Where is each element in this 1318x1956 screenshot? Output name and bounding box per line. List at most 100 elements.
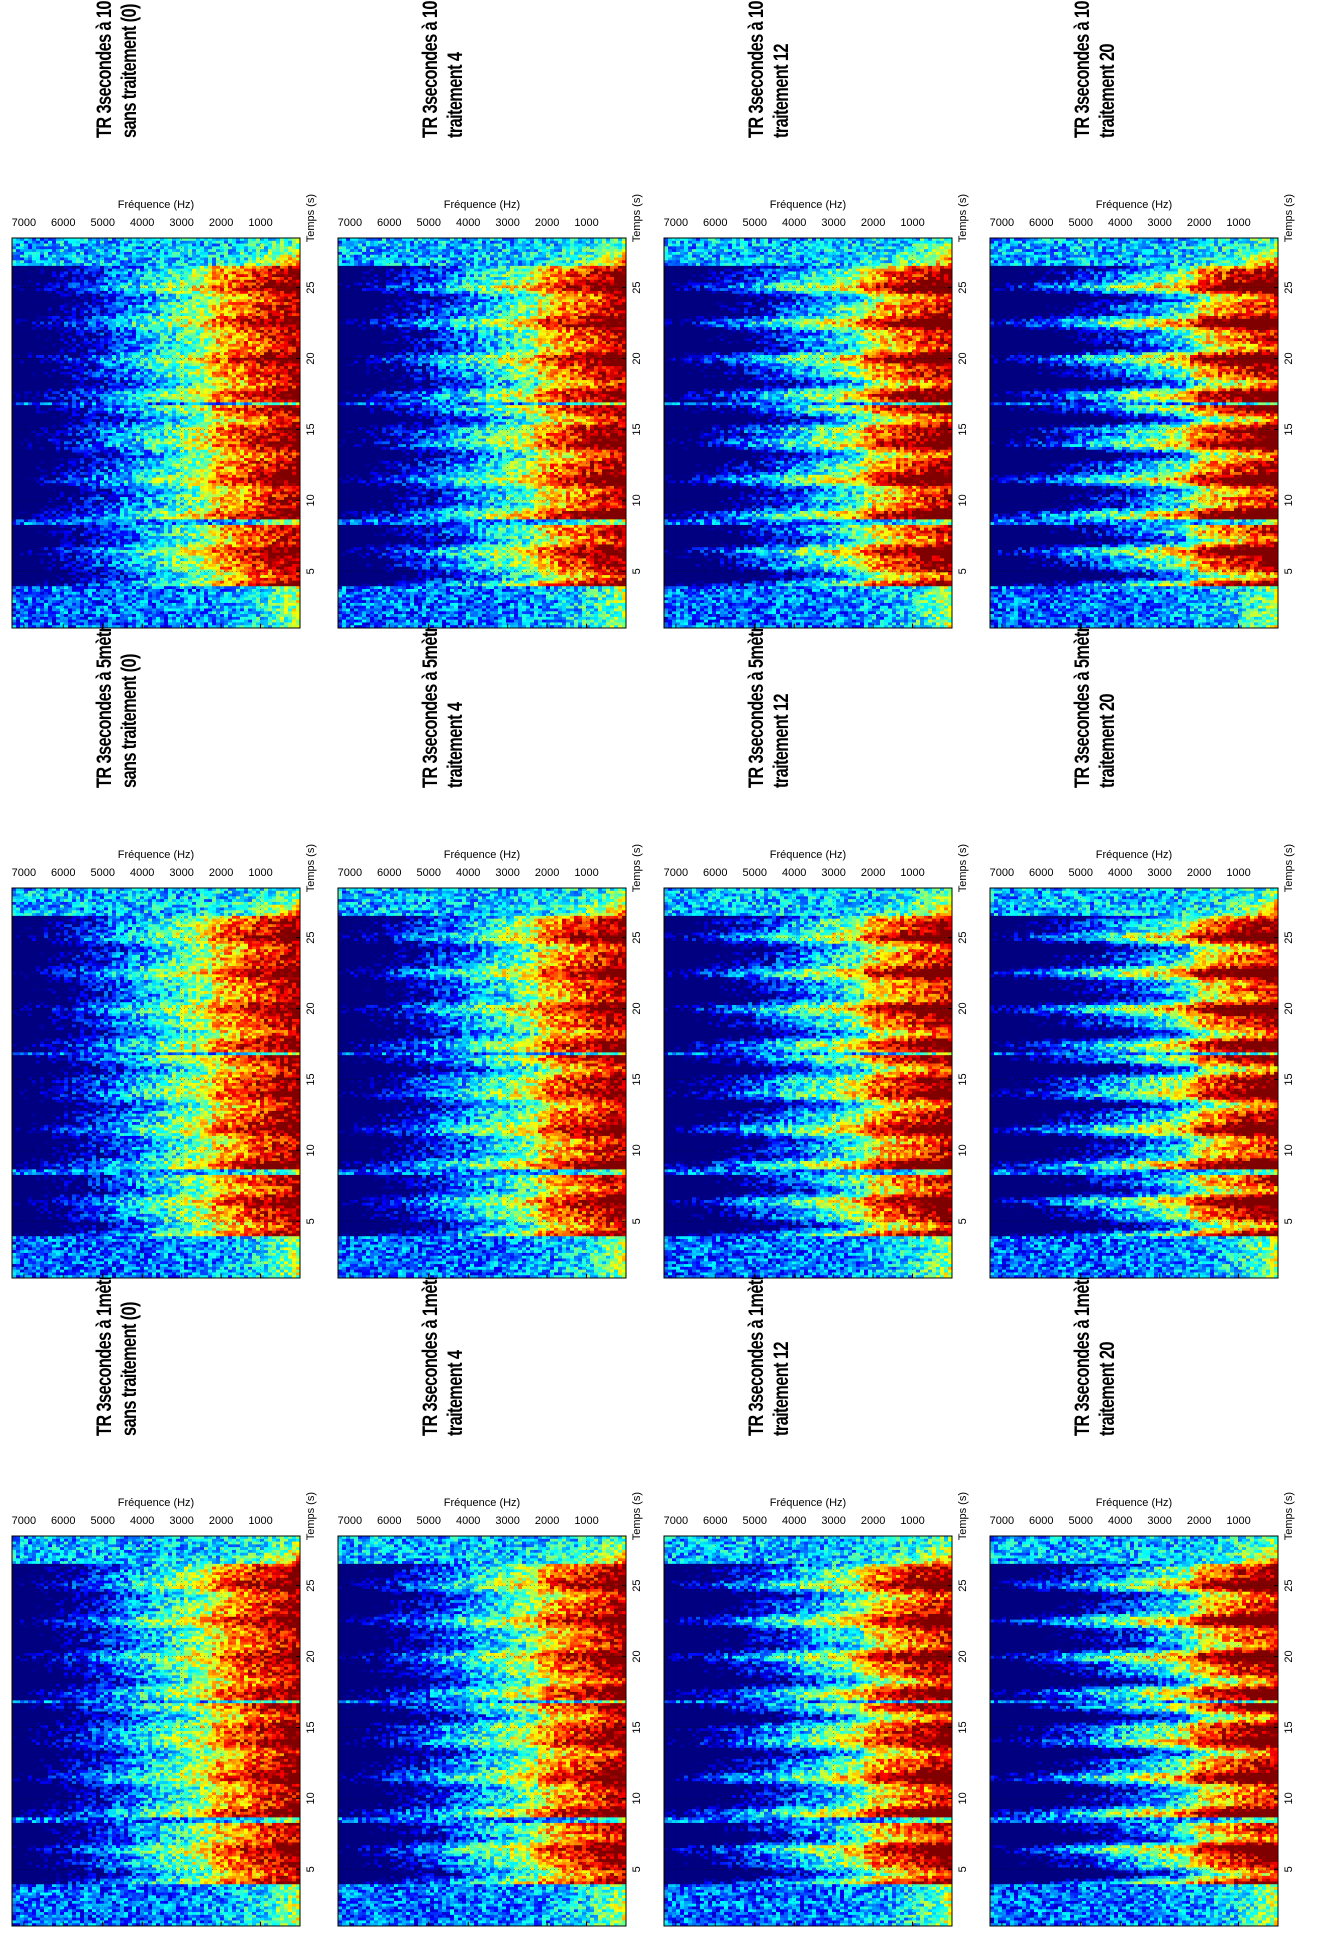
spectrogram-cells bbox=[12, 238, 300, 628]
x-tick-label: 20 bbox=[957, 1650, 969, 1662]
y-tick-label: 7000 bbox=[990, 867, 1014, 879]
x-tick-label: 15 bbox=[631, 1073, 643, 1085]
x-axis-label: Temps (s) bbox=[1283, 194, 1295, 242]
y-tick-label: 1000 bbox=[574, 1515, 598, 1527]
y-axis-label: Fréquence (Hz) bbox=[118, 849, 194, 861]
y-tick-label: 2000 bbox=[209, 867, 233, 879]
spectrogram-cells bbox=[664, 238, 952, 628]
spectrogram-cells bbox=[990, 888, 1278, 1278]
x-tick-label: 25 bbox=[957, 1580, 969, 1592]
y-tick-label: 2000 bbox=[861, 1515, 885, 1527]
x-tick-label: 10 bbox=[305, 1792, 317, 1804]
x-tick-label: 25 bbox=[305, 1580, 317, 1592]
y-tick-label: 7000 bbox=[12, 1515, 36, 1527]
spectrogram-cells bbox=[664, 1536, 952, 1926]
caption-line: traitement 20 bbox=[1095, 0, 1120, 138]
x-axis-label: Temps (s) bbox=[631, 194, 643, 242]
y-tick-label: 6000 bbox=[51, 1515, 75, 1527]
y-tick-label: 6000 bbox=[1029, 867, 1053, 879]
x-tick-label: 5 bbox=[1283, 568, 1295, 574]
y-tick-label: 5000 bbox=[742, 217, 766, 229]
y-tick-label: 4000 bbox=[1108, 217, 1132, 229]
y-tick-label: 4000 bbox=[130, 217, 154, 229]
y-tick-label: 7000 bbox=[664, 1515, 688, 1527]
x-tick-label: 5 bbox=[305, 568, 317, 574]
y-tick-label: 7000 bbox=[338, 1515, 362, 1527]
y-tick-label: 3000 bbox=[495, 1515, 519, 1527]
x-tick-label: 10 bbox=[957, 1144, 969, 1156]
x-tick-label: 10 bbox=[957, 1792, 969, 1804]
y-tick-label: 1000 bbox=[1226, 1515, 1250, 1527]
x-tick-label: 25 bbox=[305, 282, 317, 294]
y-tick-label: 2000 bbox=[535, 867, 559, 879]
x-tick-label: 25 bbox=[631, 282, 643, 294]
y-tick-label: 1000 bbox=[900, 1515, 924, 1527]
y-tick-label: 2000 bbox=[861, 867, 885, 879]
x-axis-label: Temps (s) bbox=[957, 194, 969, 242]
y-tick-label: 5000 bbox=[1068, 217, 1092, 229]
x-tick-label: 20 bbox=[1283, 1650, 1295, 1662]
x-tick-label: 20 bbox=[631, 1002, 643, 1014]
x-axis-label: Temps (s) bbox=[305, 844, 317, 892]
y-tick-label: 3000 bbox=[169, 867, 193, 879]
x-tick-label: 25 bbox=[631, 1580, 643, 1592]
y-tick-label: 1000 bbox=[248, 867, 272, 879]
x-tick-label: 5 bbox=[305, 1866, 317, 1872]
y-axis-label: Fréquence (Hz) bbox=[444, 849, 520, 861]
x-axis-label: Temps (s) bbox=[631, 1492, 643, 1540]
y-tick-label: 1000 bbox=[900, 217, 924, 229]
caption-line: traitement 4 bbox=[443, 0, 468, 138]
y-tick-label: 7000 bbox=[990, 1515, 1014, 1527]
x-tick-label: 10 bbox=[1283, 494, 1295, 506]
y-tick-label: 1000 bbox=[574, 217, 598, 229]
x-tick-label: 20 bbox=[1283, 1002, 1295, 1014]
caption-line: traitement 12 bbox=[769, 0, 794, 138]
x-tick-label: 5 bbox=[957, 1866, 969, 1872]
y-tick-label: 6000 bbox=[703, 1515, 727, 1527]
caption-line: TR 3secondes à 10mètres bbox=[418, 0, 443, 138]
y-axis-label: Fréquence (Hz) bbox=[444, 199, 520, 211]
x-tick-label: 25 bbox=[305, 932, 317, 944]
y-tick-label: 5000 bbox=[1068, 1515, 1092, 1527]
x-tick-label: 15 bbox=[957, 423, 969, 435]
y-tick-label: 4000 bbox=[456, 1515, 480, 1527]
x-tick-label: 15 bbox=[1283, 423, 1295, 435]
spectrogram-cells bbox=[12, 1536, 300, 1926]
y-tick-label: 7000 bbox=[338, 217, 362, 229]
spectrogram-plot: 5101520251000200030004000500060007000Fré… bbox=[980, 1486, 1318, 1956]
spectrogram-cells bbox=[338, 888, 626, 1278]
y-tick-label: 5000 bbox=[90, 867, 114, 879]
y-tick-label: 3000 bbox=[821, 1515, 845, 1527]
y-tick-label: 2000 bbox=[861, 217, 885, 229]
y-tick-label: 3000 bbox=[495, 867, 519, 879]
y-tick-label: 3000 bbox=[1147, 867, 1171, 879]
caption-line: sans traitement (0) bbox=[117, 0, 142, 138]
y-axis-label: Fréquence (Hz) bbox=[118, 199, 194, 211]
y-tick-label: 5000 bbox=[416, 1515, 440, 1527]
y-tick-label: 7000 bbox=[990, 217, 1014, 229]
x-tick-label: 10 bbox=[305, 1144, 317, 1156]
spectrogram-plot: 5101520251000200030004000500060007000Fré… bbox=[980, 188, 1318, 658]
y-tick-label: 7000 bbox=[664, 217, 688, 229]
spectrogram-plot: 5101520251000200030004000500060007000Fré… bbox=[980, 838, 1318, 1308]
x-tick-label: 20 bbox=[1283, 352, 1295, 364]
y-tick-label: 5000 bbox=[90, 1515, 114, 1527]
y-tick-label: 5000 bbox=[1068, 867, 1092, 879]
x-tick-label: 25 bbox=[1283, 282, 1295, 294]
y-tick-label: 2000 bbox=[209, 217, 233, 229]
y-tick-label: 5000 bbox=[742, 1515, 766, 1527]
x-tick-label: 10 bbox=[631, 1792, 643, 1804]
y-tick-label: 4000 bbox=[782, 217, 806, 229]
x-tick-label: 20 bbox=[305, 352, 317, 364]
x-tick-label: 10 bbox=[631, 1144, 643, 1156]
y-tick-label: 5000 bbox=[416, 217, 440, 229]
y-tick-label: 6000 bbox=[377, 867, 401, 879]
x-tick-label: 25 bbox=[1283, 1580, 1295, 1592]
x-tick-label: 15 bbox=[305, 423, 317, 435]
y-tick-label: 4000 bbox=[130, 867, 154, 879]
x-tick-label: 15 bbox=[305, 1073, 317, 1085]
y-tick-label: 6000 bbox=[377, 1515, 401, 1527]
y-tick-label: 3000 bbox=[1147, 217, 1171, 229]
